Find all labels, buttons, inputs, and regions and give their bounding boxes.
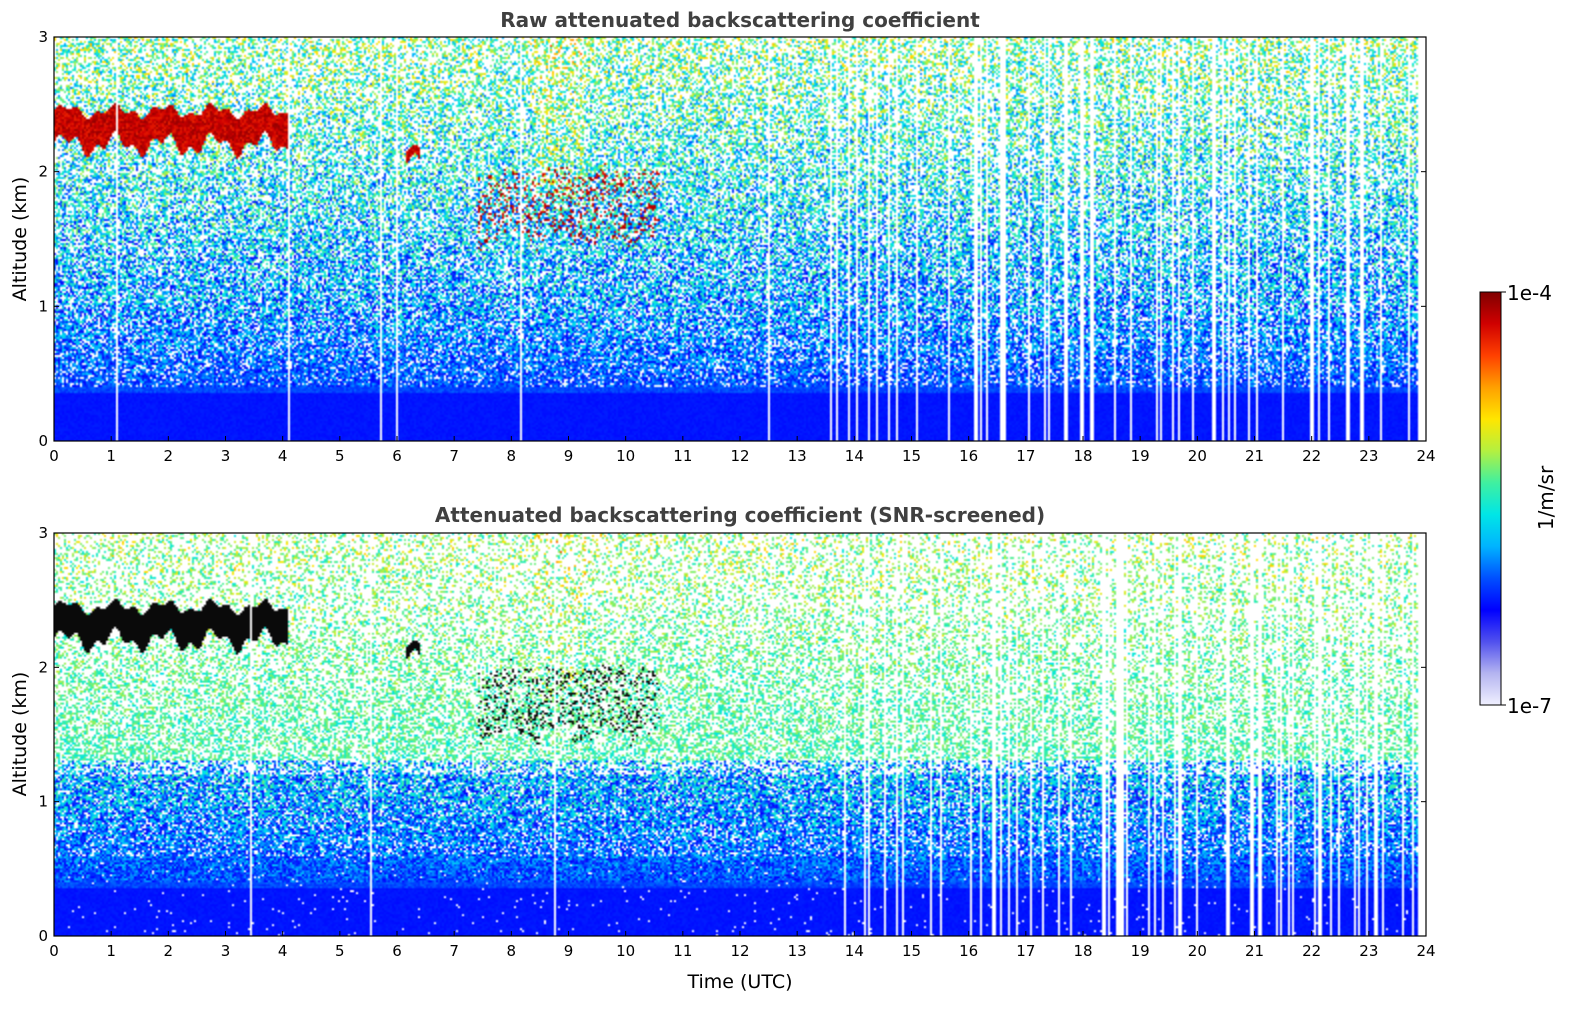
- x-tick-label: 15: [902, 447, 921, 465]
- x-tick-label: 12: [730, 447, 749, 465]
- panel-screened-title: Attenuated backscattering coefficient (S…: [435, 503, 1045, 527]
- panel-raw-ylabel: Altitude (km): [9, 177, 31, 302]
- panel-screened: Attenuated backscattering coefficient (S…: [9, 503, 1436, 993]
- x-tick-label: 1: [106, 942, 116, 960]
- x-tick-label: 10: [616, 447, 635, 465]
- x-tick-label: 15: [902, 942, 921, 960]
- colorbar-gradient: [1480, 292, 1501, 705]
- x-tick-label: 0: [49, 942, 59, 960]
- x-tick-label: 11: [673, 942, 692, 960]
- x-tick-label: 9: [564, 447, 574, 465]
- x-tick-label: 10: [616, 942, 635, 960]
- x-tick-label: 20: [1188, 447, 1207, 465]
- x-tick-label: 23: [1359, 447, 1378, 465]
- x-tick-label: 7: [449, 447, 459, 465]
- x-tick-label: 20: [1188, 942, 1207, 960]
- x-tick-label: 16: [959, 447, 978, 465]
- y-tick-label: 0: [38, 927, 48, 945]
- x-tick-label: 14: [845, 942, 864, 960]
- x-tick-label: 19: [1131, 942, 1150, 960]
- x-tick-label: 17: [1016, 447, 1035, 465]
- y-tick-label: 3: [38, 28, 48, 46]
- panel-raw-title: Raw attenuated backscattering coefficien…: [500, 8, 980, 32]
- colorbar: 1e-4 1e-7 1/m/sr: [1479, 281, 1558, 718]
- panel-screened-y-axis: 0 1 2 3: [38, 524, 1426, 945]
- y-tick-label: 3: [38, 524, 48, 542]
- y-tick-label: 1: [38, 793, 48, 811]
- x-tick-label: 17: [1016, 942, 1035, 960]
- y-tick-label: 0: [38, 432, 48, 450]
- x-tick-label: 22: [1302, 447, 1321, 465]
- colorbar-min-label: 1e-7: [1507, 694, 1552, 718]
- x-tick-label: 11: [673, 447, 692, 465]
- y-tick-label: 2: [38, 163, 48, 181]
- panel-screened-ylabel: Altitude (km): [9, 672, 31, 797]
- colorbar-max-label: 1e-4: [1507, 281, 1552, 305]
- x-tick-label: 18: [1073, 942, 1092, 960]
- x-tick-label: 22: [1302, 942, 1321, 960]
- x-tick-label: 5: [335, 447, 345, 465]
- x-tick-label: 9: [564, 942, 574, 960]
- x-tick-label: 3: [221, 942, 231, 960]
- x-tick-label: 23: [1359, 942, 1378, 960]
- x-tick-label: 2: [164, 942, 174, 960]
- colorbar-unit-label: 1/m/sr: [1534, 465, 1558, 530]
- panel-raw-y-axis: 0 1 2 3: [38, 28, 1426, 450]
- x-tick-label: 4: [278, 942, 288, 960]
- x-tick-label: 6: [392, 942, 402, 960]
- y-tick-label: 2: [38, 658, 48, 676]
- x-tick-label: 5: [335, 942, 345, 960]
- x-tick-label: 24: [1416, 942, 1435, 960]
- panel-screened-x-axis: 0 1 2 3 4 5 6 7 8 9 10 11 12 13 14 15 16 17 18 19 20 21 22 23 24: [49, 931, 1436, 960]
- x-tick-label: 18: [1073, 447, 1092, 465]
- x-tick-label: 0: [49, 447, 59, 465]
- y-tick-label: 1: [38, 297, 48, 315]
- x-tick-label: 19: [1131, 447, 1150, 465]
- x-tick-label: 13: [788, 447, 807, 465]
- panel-screened-heatmap: [54, 533, 1426, 936]
- x-tick-label: 13: [788, 942, 807, 960]
- x-tick-label: 2: [164, 447, 174, 465]
- x-tick-label: 21: [1245, 942, 1264, 960]
- x-tick-label: 21: [1245, 447, 1264, 465]
- x-tick-label: 1: [106, 447, 116, 465]
- x-tick-label: 12: [730, 942, 749, 960]
- x-tick-label: 6: [392, 447, 402, 465]
- panel-raw-x-axis: 0 1 2 3 4 5 6 7 8 9 10 11 12 13 14 15 16 17 18 19 20 21 22 23 24: [49, 436, 1436, 465]
- panel-screened-xlabel: Time (UTC): [686, 971, 792, 993]
- panel-raw-heatmap: [54, 37, 1426, 441]
- x-tick-label: 7: [449, 942, 459, 960]
- x-tick-label: 14: [845, 447, 864, 465]
- x-tick-label: 3: [221, 447, 231, 465]
- colorbar-frame: [1479, 291, 1502, 706]
- x-tick-label: 4: [278, 447, 288, 465]
- x-tick-label: 8: [507, 942, 517, 960]
- x-tick-label: 24: [1416, 447, 1435, 465]
- x-tick-label: 16: [959, 942, 978, 960]
- x-tick-label: 8: [507, 447, 517, 465]
- panel-raw: Raw attenuated backscattering coefficien…: [9, 8, 1436, 465]
